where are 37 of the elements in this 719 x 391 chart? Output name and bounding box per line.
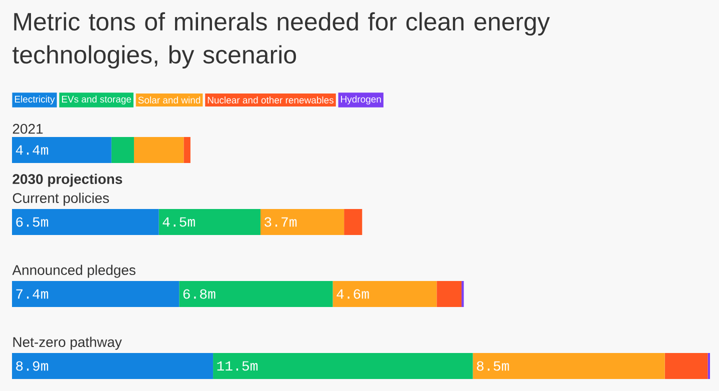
bar	[111, 137, 134, 164]
text: Electricity	[14, 96, 55, 104]
data-label: 3.7m	[264, 217, 297, 227]
bar	[184, 137, 190, 164]
text: EVs and storage	[62, 96, 132, 104]
bar	[179, 281, 333, 308]
y-tick-label: 2021	[12, 124, 43, 134]
y-tick-label: Current policies	[12, 192, 109, 206]
bar	[12, 281, 180, 308]
bar	[344, 209, 362, 236]
bar	[12, 353, 214, 380]
text: Solar and wind	[138, 96, 200, 104]
bar	[472, 353, 665, 380]
data-label: 11.5m	[217, 361, 258, 371]
bar	[260, 209, 344, 236]
data-label: 7.4m	[16, 289, 48, 299]
bar	[332, 281, 437, 308]
data-label: 6.8m	[183, 289, 216, 299]
data-label: 6.5m	[16, 217, 48, 227]
bar	[158, 209, 260, 236]
data-label: 8.9m	[16, 361, 48, 371]
bar	[664, 353, 708, 380]
data-label: 4.4m	[16, 145, 48, 155]
text: Hydrogen	[341, 96, 381, 104]
y-tick-label: Announced pledges	[12, 264, 136, 278]
bar	[134, 137, 184, 164]
data-label: 4.5m	[162, 217, 195, 227]
annotation: 2030 projections	[12, 174, 122, 187]
bar	[436, 281, 462, 308]
bar	[213, 353, 473, 380]
data-label: 8.5m	[476, 361, 509, 371]
data-label: 4.6m	[336, 289, 369, 299]
bar	[12, 137, 112, 164]
y-tick-label: Net-zero pathway	[13, 336, 122, 350]
bar	[12, 209, 159, 236]
text: Nuclear and other renewables	[208, 96, 334, 104]
chart-title: Metric tons of minerals needed for clean energy technologies, by scenario	[12, 12, 550, 69]
